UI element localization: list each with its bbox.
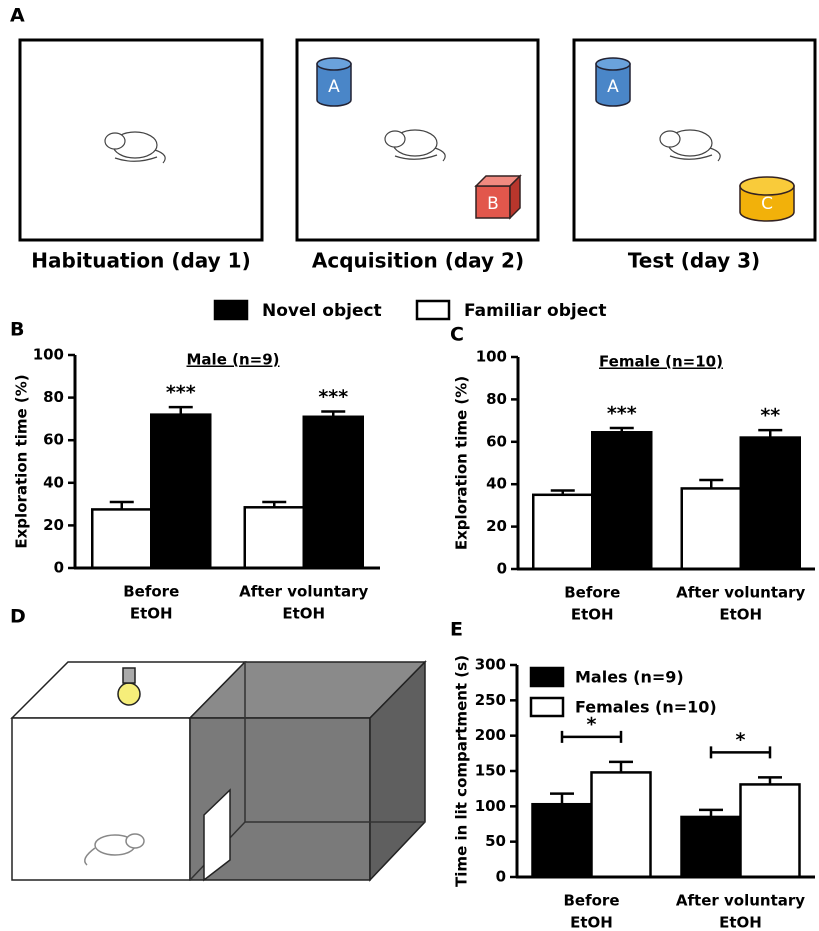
mouse — [384, 129, 446, 162]
object-label: C — [761, 194, 773, 214]
bar — [150, 413, 212, 570]
y-tick-label: 100 — [476, 348, 507, 366]
y-tick-label: 300 — [475, 656, 506, 674]
object-label: A — [328, 77, 340, 97]
panel-letter: D — [10, 606, 26, 628]
y-tick-label: 80 — [486, 390, 507, 408]
y-tick-label: 150 — [475, 762, 506, 780]
significance: *** — [166, 382, 196, 404]
arenas — [18, 38, 817, 242]
mouse — [659, 129, 721, 162]
y-tick-label: 250 — [475, 691, 506, 709]
x-tick-label: Before — [564, 584, 620, 602]
object-cylinder — [316, 57, 352, 107]
y-axis-label: Exploration time (%) — [13, 374, 31, 548]
x-tick-label: After voluntary — [676, 892, 805, 910]
object-label: B — [487, 194, 499, 214]
arena — [295, 38, 540, 242]
y-axis-label: Exploration time (%) — [453, 376, 471, 550]
chart-title: Male (n=9) — [187, 351, 280, 369]
bar — [302, 415, 364, 570]
x-tick-label: Before — [123, 583, 179, 601]
bar — [739, 436, 801, 571]
x-tick-label: EtOH — [282, 605, 325, 623]
arena-label: Acquisition (day 2) — [312, 249, 524, 273]
mice — [104, 129, 721, 164]
bar — [243, 506, 305, 570]
y-axis-label: Time in lit compartment (s) — [453, 655, 471, 887]
bar — [91, 508, 153, 570]
bar — [680, 815, 742, 879]
light-dark-box — [10, 660, 427, 882]
comparison-bracket — [560, 730, 623, 743]
y-tick-label: 60 — [486, 432, 507, 450]
bar — [531, 802, 593, 879]
legend-label: Females (n=10) — [575, 698, 717, 717]
y-tick-label: 80 — [43, 388, 64, 406]
panel-letter: B — [10, 319, 24, 341]
y-tick-label: 0 — [496, 868, 506, 886]
x-tick-label: EtOH — [719, 914, 762, 931]
arena-label: Habituation (day 1) — [31, 249, 250, 273]
bar — [590, 771, 652, 879]
x-tick-label: After voluntary — [676, 584, 805, 602]
x-tick-label: Before — [563, 892, 619, 910]
y-tick-label: 0 — [497, 560, 507, 578]
y-tick-label: 20 — [43, 516, 64, 534]
y-tick-label: 20 — [486, 517, 507, 535]
mouse — [104, 131, 166, 164]
y-tick-label: 100 — [475, 797, 506, 815]
arena — [18, 38, 264, 242]
object-cube — [474, 174, 522, 220]
significance: *** — [607, 403, 637, 425]
bar — [680, 487, 742, 571]
y-tick-label: 40 — [43, 473, 64, 491]
x-tick-label: EtOH — [719, 606, 762, 624]
y-tick-label: 60 — [43, 431, 64, 449]
bar — [739, 783, 801, 879]
x-tick-label: EtOH — [130, 605, 173, 623]
object-label: A — [607, 77, 619, 97]
legend-swatch — [415, 299, 451, 321]
legend-swatch — [213, 299, 249, 321]
significance: ** — [760, 405, 780, 427]
object-cylinder — [595, 57, 631, 107]
legend-swatch — [529, 696, 565, 718]
arena — [572, 38, 817, 242]
y-tick-label: 100 — [33, 346, 64, 364]
significance: * — [587, 713, 597, 735]
x-tick-label: After voluntary — [239, 583, 368, 601]
arena-label: Test (day 3) — [628, 249, 760, 273]
object-cylinder — [739, 176, 795, 222]
x-tick-label: EtOH — [571, 606, 614, 624]
panel-letter: C — [450, 324, 464, 346]
panel-letter: E — [450, 619, 463, 641]
x-tick-label: EtOH — [570, 914, 613, 931]
significance: *** — [318, 386, 348, 408]
legend-label: Males (n=9) — [575, 668, 684, 687]
y-tick-label: 200 — [475, 726, 506, 744]
chart-title: Female (n=10) — [599, 353, 723, 371]
y-tick-label: 0 — [54, 559, 64, 577]
bar — [532, 493, 594, 571]
bar — [591, 431, 653, 571]
comparison-bracket — [709, 746, 772, 759]
y-tick-label: 50 — [485, 832, 506, 850]
y-tick-label: 40 — [486, 475, 507, 493]
significance: * — [736, 729, 746, 751]
panel-letter: A — [10, 5, 25, 27]
legend-swatch — [529, 666, 565, 688]
legend-label: Familiar object — [464, 301, 606, 321]
legend-label: Novel object — [262, 301, 382, 321]
